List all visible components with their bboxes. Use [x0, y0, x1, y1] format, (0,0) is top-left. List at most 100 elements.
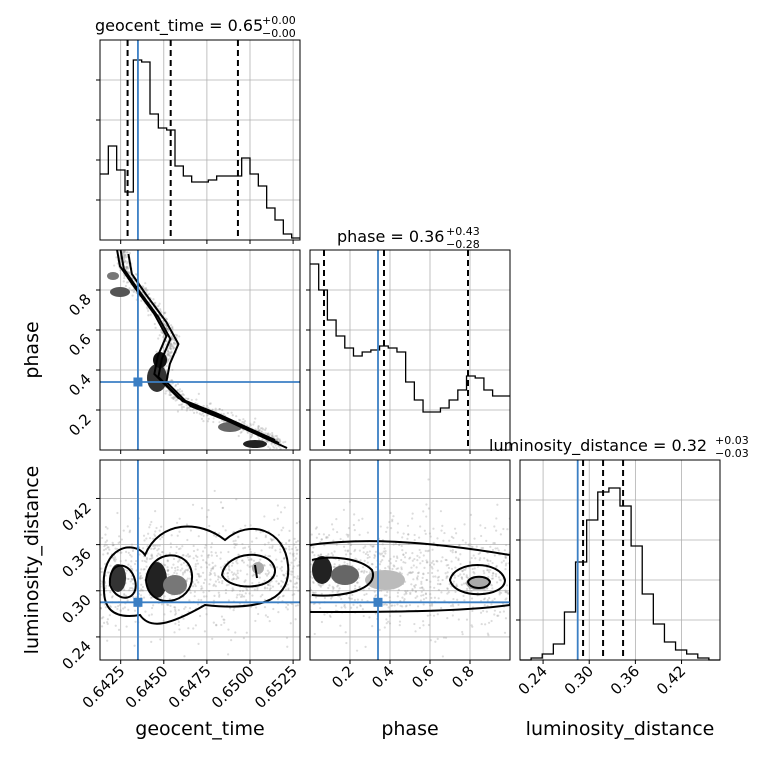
sample-point [222, 412, 225, 416]
sample-point [453, 527, 457, 530]
sample-point [226, 572, 229, 575]
sample-point [186, 397, 189, 400]
contour-line [466, 575, 492, 589]
sample-point [124, 260, 127, 263]
sample-point [166, 350, 169, 353]
sample-point [103, 562, 107, 566]
sample-point [123, 253, 126, 256]
sample-point [490, 577, 494, 580]
sample-point [503, 549, 506, 552]
sample-point [174, 383, 178, 387]
sample-point [498, 593, 501, 596]
sample-point [446, 575, 449, 578]
sample-point [505, 590, 508, 593]
sample-point [442, 539, 445, 542]
sample-point [208, 589, 211, 593]
sample-point [347, 533, 350, 537]
sample-point [221, 525, 225, 528]
sample-point [337, 584, 340, 587]
sample-point [215, 624, 218, 627]
sample-point [207, 556, 210, 559]
sample-point [253, 421, 256, 424]
sample-point [186, 538, 189, 542]
sample-point [388, 614, 392, 618]
sample-point [416, 575, 419, 578]
sample-point [333, 550, 336, 553]
sample-point [167, 573, 170, 576]
sample-point [465, 618, 469, 621]
sample-point [105, 539, 109, 542]
sample-point [173, 606, 177, 609]
sample-point [347, 549, 350, 552]
sample-point [410, 566, 413, 569]
sample-point [485, 587, 488, 590]
sample-point [257, 612, 260, 616]
sample-point [286, 583, 289, 586]
sample-point [391, 604, 394, 607]
sample-point [279, 440, 282, 443]
sample-point [196, 548, 199, 551]
sample-point [271, 545, 274, 548]
sample-point [273, 446, 276, 449]
sample-point [243, 422, 246, 425]
x-tick-label: 0.6450 [122, 662, 172, 712]
sample-point [446, 587, 449, 590]
sample-point [319, 553, 323, 556]
sample-point [213, 489, 216, 493]
sample-point [262, 428, 265, 431]
sample-point [384, 550, 387, 553]
sample-point [118, 243, 120, 245]
sample-point [386, 526, 389, 529]
sample-point [118, 603, 122, 607]
sample-point [410, 583, 413, 586]
y-tick-label: 0.30 [58, 591, 94, 627]
sample-point [323, 596, 327, 600]
sample-point [212, 420, 215, 424]
sample-point [484, 526, 487, 530]
sample-point [167, 354, 170, 357]
sample-point [275, 574, 278, 578]
sample-point [455, 585, 458, 588]
sample-point [152, 547, 155, 550]
sample-point [123, 254, 126, 257]
sample-point [414, 596, 417, 599]
sample-point [342, 545, 346, 548]
sample-point [423, 566, 426, 569]
sample-point [148, 557, 151, 561]
sample-point [374, 595, 377, 598]
sample-point [444, 572, 447, 575]
sample-point [279, 548, 282, 551]
sample-point [444, 558, 447, 561]
sample-point [291, 567, 295, 570]
sample-point [470, 624, 473, 627]
sample-point [122, 255, 125, 258]
sample-point [411, 570, 414, 574]
sample-point [175, 398, 179, 401]
sample-point [124, 256, 128, 259]
sample-point [379, 553, 382, 556]
contour-line [311, 556, 375, 597]
sample-point [103, 603, 106, 606]
sample-point [311, 591, 314, 594]
sample-point [252, 423, 255, 426]
sample-point [196, 562, 200, 565]
sample-point [363, 559, 366, 562]
sample-point [116, 607, 119, 611]
sample-point [125, 266, 129, 270]
sample-point [368, 555, 371, 559]
sample-point [502, 527, 505, 531]
sample-point [366, 551, 369, 554]
sample-point [486, 632, 489, 635]
sample-point [445, 577, 448, 580]
sample-point [450, 567, 454, 570]
sample-point [141, 576, 144, 580]
sample-point [172, 347, 175, 350]
sample-point [114, 560, 117, 563]
sample-point [178, 517, 181, 520]
sample-point [383, 594, 386, 597]
density-cell [331, 565, 359, 585]
sample-point [452, 605, 455, 608]
sample-point [147, 532, 150, 535]
sample-point [318, 554, 321, 557]
sample-point [337, 589, 340, 592]
